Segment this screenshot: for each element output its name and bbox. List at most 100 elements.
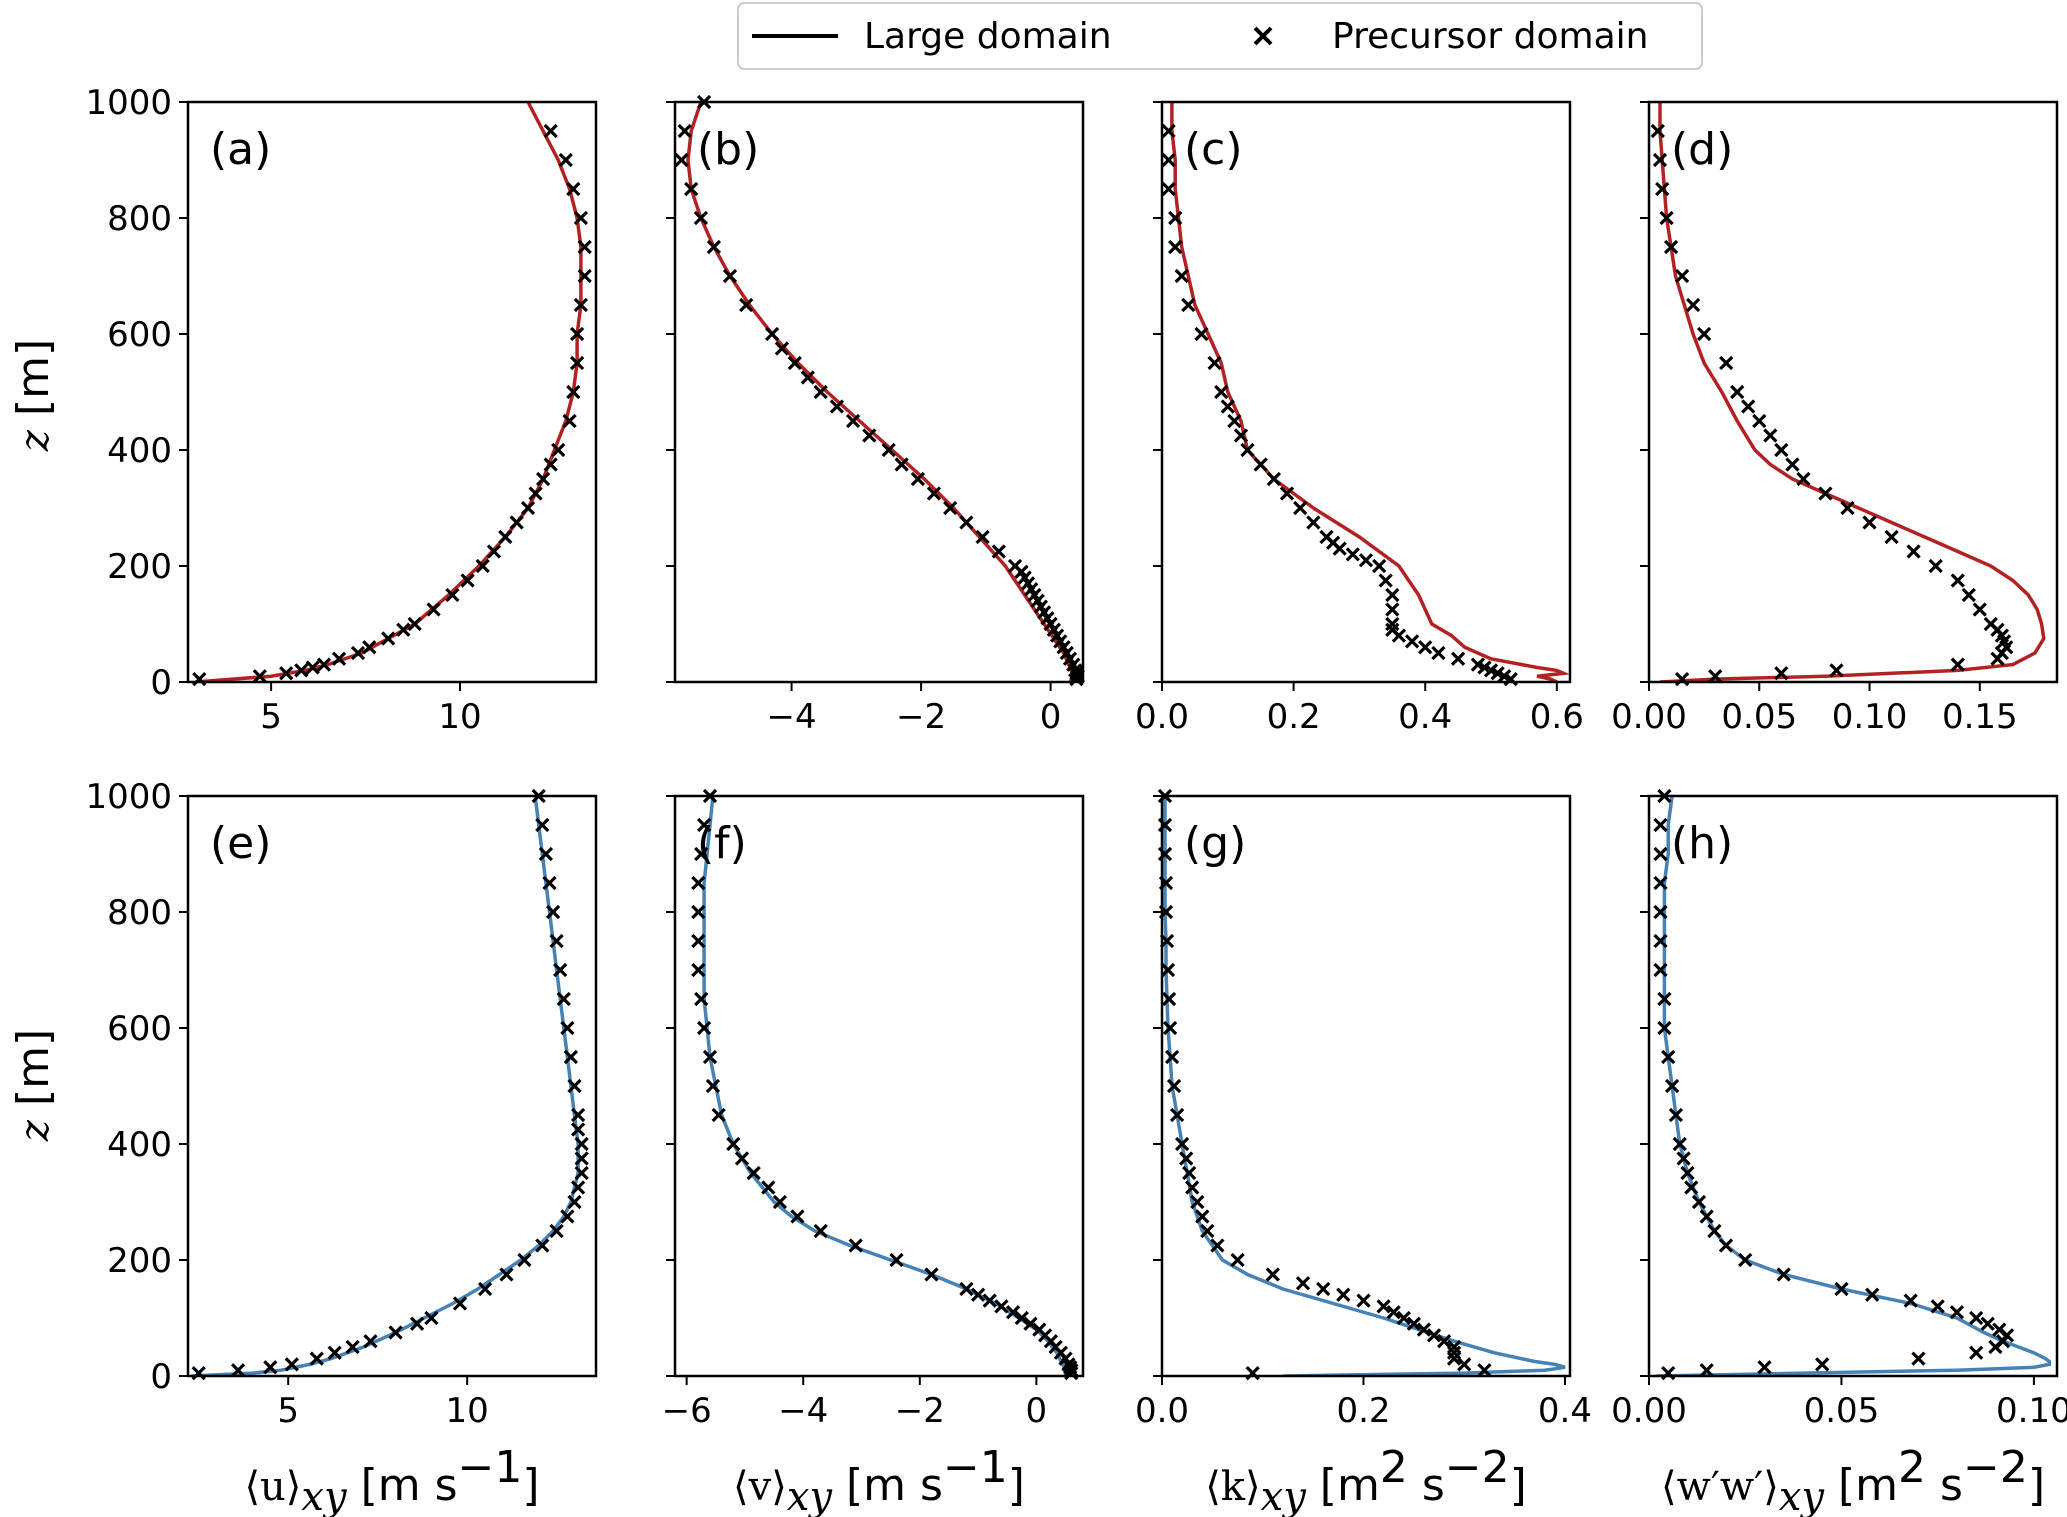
precursor-marker [1293,500,1308,516]
marker-stroke [1053,634,1068,649]
marker-stroke [1168,239,1183,255]
marker-stroke [970,1287,986,1302]
marker-stroke [252,669,267,684]
precursor-marker [1862,515,1877,530]
marker-stroke [1840,500,1855,516]
marker-stroke [1336,1287,1351,1302]
y-tick-label: 400 [107,1125,172,1165]
precursor-marker [982,1293,997,1308]
x-tick-label: 0.4 [1398,697,1452,737]
marker-stroke [1174,1136,1190,1152]
precursor-marker [1179,1151,1194,1166]
x-axis-label-subscript: xy [1779,1474,1826,1517]
marker-stroke [1014,1310,1029,1326]
marker-stroke [1195,1209,1210,1224]
precursor-marker [943,500,958,516]
y-tick-label: 200 [107,1241,172,1281]
precursor-marker [1005,1305,1021,1320]
marker-stroke [1227,413,1242,429]
marker-stroke [1436,1334,1452,1349]
precursor-marker [574,1165,589,1181]
marker-stroke [1928,558,1943,574]
marker-stroke [924,1267,939,1282]
panel-label: (a) [210,124,271,175]
marker-stroke [722,268,738,284]
marker-stroke [1497,669,1512,684]
marker-stroke [577,268,592,284]
precursor-marker [535,1238,550,1253]
precursor-marker [1903,1293,1918,1308]
precursor-marker [1707,1223,1722,1239]
y-tick-label: 1000 [85,777,172,817]
marker-stroke [881,442,896,458]
marker-stroke [1691,1194,1707,1210]
precursor-marker [1416,1322,1432,1337]
marker-stroke [1049,628,1065,643]
precursor-marker [566,181,581,197]
axes-frame [1647,794,2059,1378]
marker-stroke [538,846,554,862]
marker-stroke [1829,663,1844,678]
precursor-marker [1655,181,1670,197]
precursor-marker [693,210,709,226]
precursor-marker [573,297,589,313]
marker-stroke [787,355,802,371]
marker-stroke [1862,515,1877,530]
precursor-marker [1194,326,1209,342]
precursor-marker [1185,1180,1200,1195]
precursor-marker [1763,428,1778,443]
marker-stroke [1023,1316,1038,1331]
x-axis-label-unit: [m [1824,1460,1898,1511]
marker-stroke [1210,1238,1225,1253]
x-tick-label: 0.10 [1996,1391,2067,1431]
precursor-marker [279,666,294,681]
marker-stroke [1040,611,1055,626]
marker-stroke [556,991,571,1007]
precursor-marker [1774,442,1789,458]
marker-stroke [1950,657,1965,672]
marker-stroke [1664,1078,1680,1094]
panel-f: −6 −4 −2 0 (f) [662,788,1085,1431]
precursor-marker [691,933,706,949]
precursor-marker [1450,651,1466,666]
precursor-marker [994,1299,1009,1314]
precursor-marker [570,1180,586,1195]
marker-stroke [1005,1305,1021,1320]
marker-stroke [1699,1209,1714,1224]
marker-stroke [1431,645,1446,661]
marker-stroke [350,645,366,661]
marker-stroke [1416,1322,1432,1337]
precursor-marker [1653,933,1668,949]
precursor-marker [1650,123,1665,139]
precursor-marker [1253,457,1268,472]
marker-stroke [549,933,564,949]
precursor-marker [407,616,422,632]
marker-stroke [684,181,699,197]
precursor-marker [543,457,558,472]
marker-stroke [542,875,557,891]
marker-stroke [460,573,475,588]
precursor-marker [1653,904,1668,920]
precursor-marker [498,529,513,545]
precursor-marker [774,341,790,356]
precursor-marker [1162,1020,1178,1036]
precursor-marker [959,1281,974,1297]
precursor-marker [1730,384,1745,400]
precursor-marker [538,846,554,862]
precursor-marker [388,1325,403,1340]
marker-stroke [1653,904,1668,920]
precursor-marker [567,1078,582,1094]
panel-b: −4 −2 0 (b) [666,94,1085,737]
marker-stroke [1036,605,1052,620]
x-tick-label: 0 [1040,697,1062,737]
precursor-marker [926,486,942,501]
marker-stroke [1738,1252,1753,1268]
marker-stroke [1652,152,1668,168]
precursor-marker [1972,602,1987,617]
marker-stroke [691,904,706,920]
marker-stroke [1676,1151,1691,1166]
precursor-marker [790,1209,805,1224]
precursor-marker [694,991,709,1007]
precursor-marker [1663,239,1679,255]
panel-label: (b) [697,124,759,175]
